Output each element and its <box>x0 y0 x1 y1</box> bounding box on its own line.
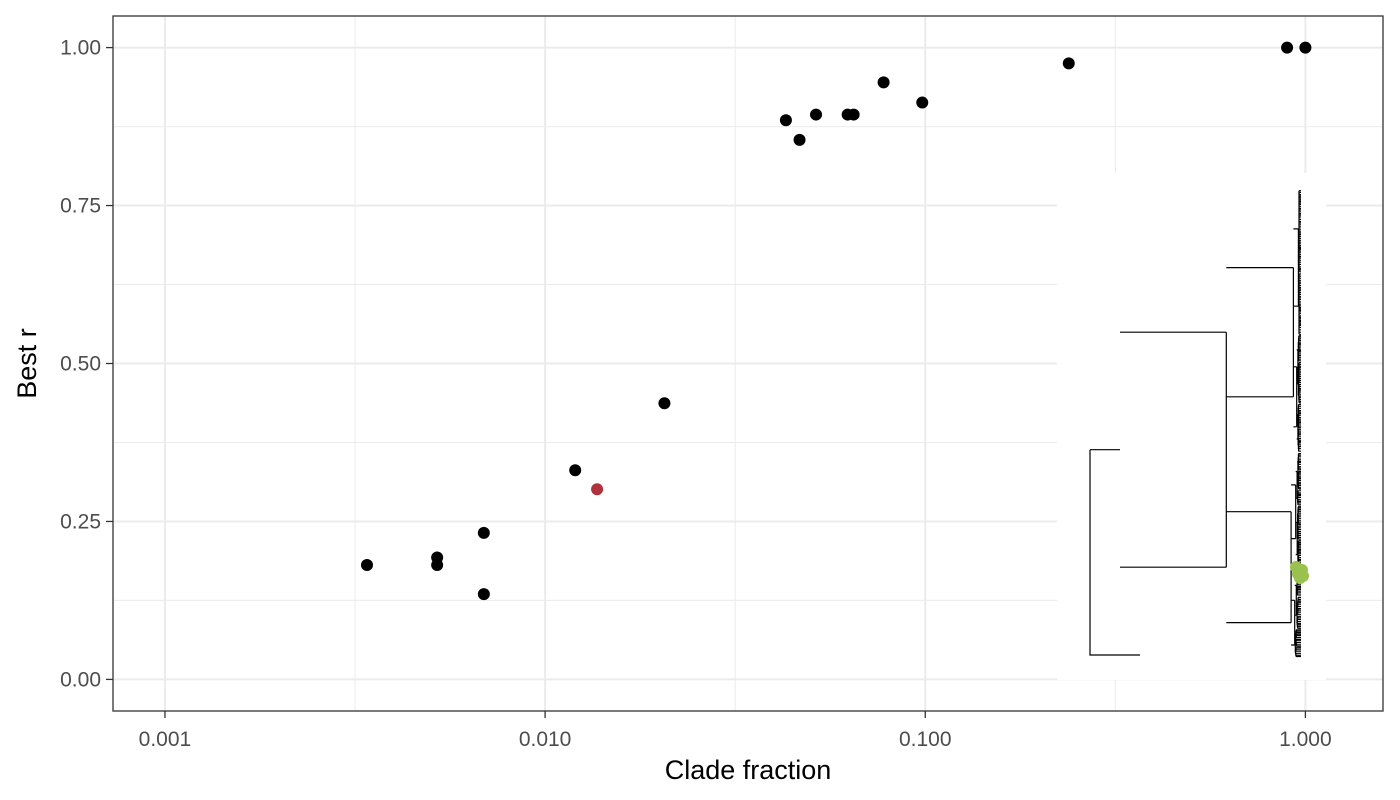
data-point <box>658 397 671 410</box>
y-axis-title: Best r <box>12 328 42 399</box>
data-point <box>569 464 582 477</box>
data-point <box>810 108 823 121</box>
data-point <box>1299 41 1312 54</box>
data-point <box>360 559 373 572</box>
axis-ticks <box>106 46 1307 718</box>
y-tick-label: 0.50 <box>60 353 101 376</box>
data-point <box>779 114 792 127</box>
x-tick-label: 1.000 <box>1279 728 1332 751</box>
inset-background <box>1057 173 1326 680</box>
data-point <box>591 483 604 496</box>
data-point <box>1281 41 1294 54</box>
y-tick-label: 1.00 <box>60 37 101 60</box>
data-point <box>1062 57 1075 70</box>
data-points <box>360 41 1312 601</box>
axis-tick-labels: 0.001 0.010 0.100 1.000 0.00 0.25 0.50 0.75 1.00 <box>60 37 1332 751</box>
data-point <box>793 133 806 146</box>
tree-highlight-tip <box>1294 572 1306 584</box>
phylogenetic-tree-inset <box>1057 173 1326 680</box>
tree-branches <box>1089 190 1301 658</box>
y-tick-label: 0.75 <box>60 195 101 218</box>
y-tick-label: 0.25 <box>60 510 101 533</box>
data-point <box>847 108 860 121</box>
data-point <box>477 526 490 539</box>
y-tick-label: 0.00 <box>60 668 101 691</box>
data-point <box>877 76 890 89</box>
data-point <box>916 96 929 109</box>
x-tick-label: 0.010 <box>519 728 572 751</box>
x-tick-label: 0.001 <box>139 728 192 751</box>
data-point <box>477 588 490 601</box>
data-point <box>431 559 444 572</box>
x-axis-title: Clade fraction <box>665 755 832 785</box>
x-tick-label: 0.100 <box>899 728 952 751</box>
